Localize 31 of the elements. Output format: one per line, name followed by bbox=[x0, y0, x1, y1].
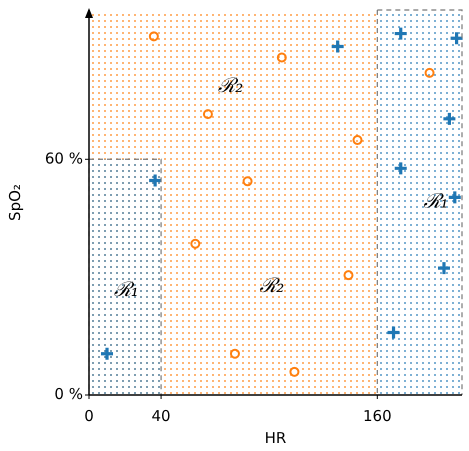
annotation: ℛ₂ bbox=[218, 73, 244, 98]
point bbox=[352, 135, 362, 146]
point bbox=[148, 172, 163, 188]
annotation: ℛ₁ bbox=[114, 277, 139, 302]
point bbox=[393, 26, 408, 42]
point bbox=[242, 176, 253, 186]
point bbox=[424, 68, 435, 78]
x-axis-title: HR bbox=[264, 429, 286, 447]
point bbox=[148, 31, 159, 42]
point bbox=[289, 366, 300, 377]
annotation: ℛ₂ bbox=[259, 273, 284, 298]
x-tick-label: 0 bbox=[84, 407, 94, 425]
point bbox=[393, 160, 408, 176]
point bbox=[230, 348, 240, 359]
point bbox=[276, 52, 287, 63]
annotation: ℛ₁ bbox=[423, 188, 448, 213]
y-axis-title: SpO₂ bbox=[6, 184, 24, 221]
y-tick-label: 60 % bbox=[44, 149, 83, 168]
point bbox=[447, 190, 462, 205]
y-tick-label: 0 % bbox=[54, 385, 83, 404]
point bbox=[343, 270, 354, 280]
point bbox=[442, 111, 457, 126]
point bbox=[190, 238, 200, 249]
point bbox=[99, 346, 115, 362]
point bbox=[202, 109, 213, 120]
point bbox=[436, 260, 452, 276]
point bbox=[448, 30, 464, 46]
point bbox=[386, 324, 402, 340]
x-tick-label: 40 bbox=[152, 407, 171, 425]
x-tick-label: 160 bbox=[362, 407, 392, 425]
point bbox=[330, 38, 346, 54]
